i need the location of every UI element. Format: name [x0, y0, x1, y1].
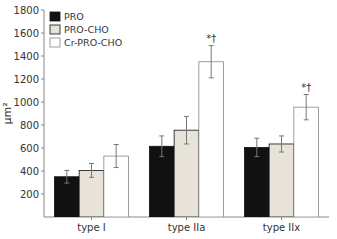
error-bar: [254, 138, 259, 156]
x-tick-label: type I: [77, 222, 105, 233]
error-stem: [66, 170, 67, 183]
y-tick: [41, 171, 44, 172]
error-cap: [184, 116, 189, 117]
error-stem: [211, 46, 212, 78]
legend-label: PRO: [64, 11, 84, 22]
y-tick-label: 800: [20, 120, 39, 131]
y-tick-label: 600: [20, 143, 39, 154]
y-tick-label: 400: [20, 166, 39, 177]
error-cap: [209, 77, 214, 78]
x-tick: [91, 217, 92, 220]
bar: [79, 170, 104, 217]
bar: [294, 107, 319, 217]
y-tick-label: 1200: [14, 74, 39, 85]
error-cap: [89, 177, 94, 178]
x-tick-label: type IIx: [263, 222, 300, 233]
error-cap: [114, 167, 119, 168]
error-cap: [254, 138, 259, 139]
error-cap: [279, 152, 284, 153]
legend-label: Cr-PRO-CHO: [64, 37, 122, 48]
x-tick-label: type IIa: [168, 222, 206, 233]
error-bar: [279, 136, 284, 152]
y-tick: [41, 33, 44, 34]
y-axis-label: μm²: [1, 102, 14, 124]
y-tick-label: 200: [20, 189, 39, 200]
y-tick: [41, 56, 44, 57]
error-bar: [159, 136, 164, 157]
error-bar: [89, 164, 94, 178]
error-cap: [304, 119, 309, 120]
bar: [269, 144, 294, 217]
error-cap: [159, 156, 164, 157]
error-cap: [159, 135, 164, 136]
error-cap: [89, 163, 94, 164]
error-cap: [114, 144, 119, 145]
error-stem: [91, 164, 92, 178]
error-stem: [161, 136, 162, 157]
y-axis-line: [44, 10, 45, 217]
legend-swatch: [50, 38, 60, 47]
bar: [54, 177, 79, 217]
error-stem: [186, 116, 187, 144]
x-tick: [186, 217, 187, 220]
error-cap: [184, 143, 189, 144]
y-tick: [41, 194, 44, 195]
bar: [199, 62, 224, 217]
error-cap: [304, 94, 309, 95]
error-bar: [114, 145, 119, 168]
error-cap: [64, 170, 69, 171]
chart: 200 400 600 800 1000 1200 1400 1600 1800 μm² type …: [0, 0, 337, 239]
annotation: *†: [206, 33, 216, 44]
y-tick-label: 1600: [14, 28, 39, 39]
y-tick: [41, 10, 44, 11]
y-tick: [41, 125, 44, 126]
y-tick: [41, 102, 44, 103]
error-stem: [116, 145, 117, 168]
annotation: *†: [301, 82, 311, 93]
y-tick: [41, 79, 44, 80]
bars: [54, 46, 318, 217]
legend: PRO PRO-CHO Cr-PRO-CHO: [50, 11, 122, 48]
error-cap: [279, 135, 284, 136]
error-bar: [184, 116, 189, 144]
y-tick-label: 1400: [14, 51, 39, 62]
error-bar: [304, 95, 309, 120]
error-bar: [64, 170, 69, 183]
error-cap: [64, 183, 69, 184]
error-stem: [281, 136, 282, 152]
y-tick: [41, 148, 44, 149]
legend-swatch: [50, 25, 60, 34]
error-cap: [209, 45, 214, 46]
bar: [149, 146, 174, 217]
error-stem: [256, 138, 257, 156]
x-tick: [281, 217, 282, 220]
y-tick-label: 1000: [14, 97, 39, 108]
error-bar: [209, 46, 214, 78]
error-stem: [306, 95, 307, 120]
bar: [244, 147, 269, 217]
error-cap: [254, 156, 259, 157]
legend-swatch: [50, 12, 60, 21]
legend-label: PRO-CHO: [64, 24, 109, 35]
y-tick-label: 1800: [14, 5, 39, 16]
